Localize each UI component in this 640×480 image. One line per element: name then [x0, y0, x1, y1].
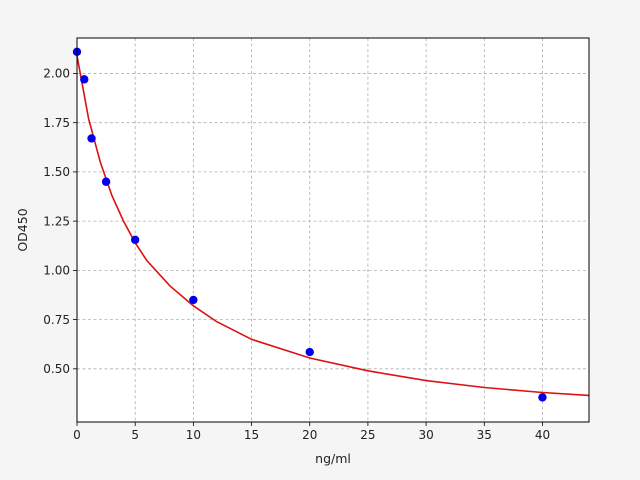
x-tick-label: 5 [131, 428, 139, 442]
y-axis-ticks: 0.50 0.75 1.00 1.25 1.50 1.75 2.00 [43, 67, 77, 376]
y-tick-label: 0.50 [43, 362, 70, 376]
data-point [538, 393, 547, 402]
y-tick-label: 1.25 [43, 214, 70, 228]
x-tick-label: 0 [73, 428, 81, 442]
data-points [72, 47, 547, 402]
y-tick-label: 1.50 [43, 165, 70, 179]
data-point [87, 134, 96, 143]
data-point [305, 347, 314, 357]
y-tick-label: 1.75 [43, 116, 70, 130]
grid-lines [76, 38, 589, 422]
data-point [130, 235, 140, 245]
x-tick-label: 25 [360, 428, 375, 442]
x-axis-label: ng/ml [315, 451, 351, 466]
data-point [101, 177, 111, 186]
x-tick-label: 40 [535, 428, 550, 442]
y-tick-label: 1.00 [43, 264, 70, 278]
plot-area [77, 38, 589, 422]
x-tick-label: 15 [244, 428, 259, 442]
plot-frame [76, 37, 590, 423]
x-tick-label: 35 [477, 428, 492, 442]
y-axis-label: OD450 [15, 208, 30, 251]
data-point [80, 75, 89, 84]
y-tick-label: 2.00 [43, 67, 70, 81]
data-point [189, 295, 198, 305]
y-tick-label: 0.75 [43, 313, 70, 327]
x-tick-label: 20 [302, 428, 317, 442]
x-tick-label: 10 [186, 428, 201, 442]
x-tick-label: 30 [418, 428, 433, 442]
x-axis-ticks: 0 5 10 15 20 25 30 35 40 [73, 422, 550, 442]
